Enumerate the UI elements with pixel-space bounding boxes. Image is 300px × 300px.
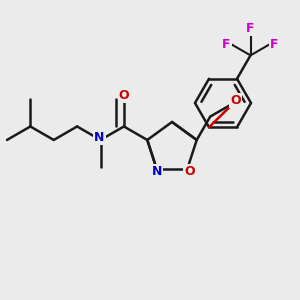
- Text: F: F: [222, 38, 231, 51]
- Text: F: F: [270, 38, 279, 51]
- Text: N: N: [94, 131, 105, 145]
- Text: O: O: [184, 164, 195, 178]
- Text: F: F: [246, 22, 255, 35]
- Text: O: O: [230, 94, 241, 106]
- Text: O: O: [118, 89, 129, 102]
- Text: N: N: [152, 164, 162, 178]
